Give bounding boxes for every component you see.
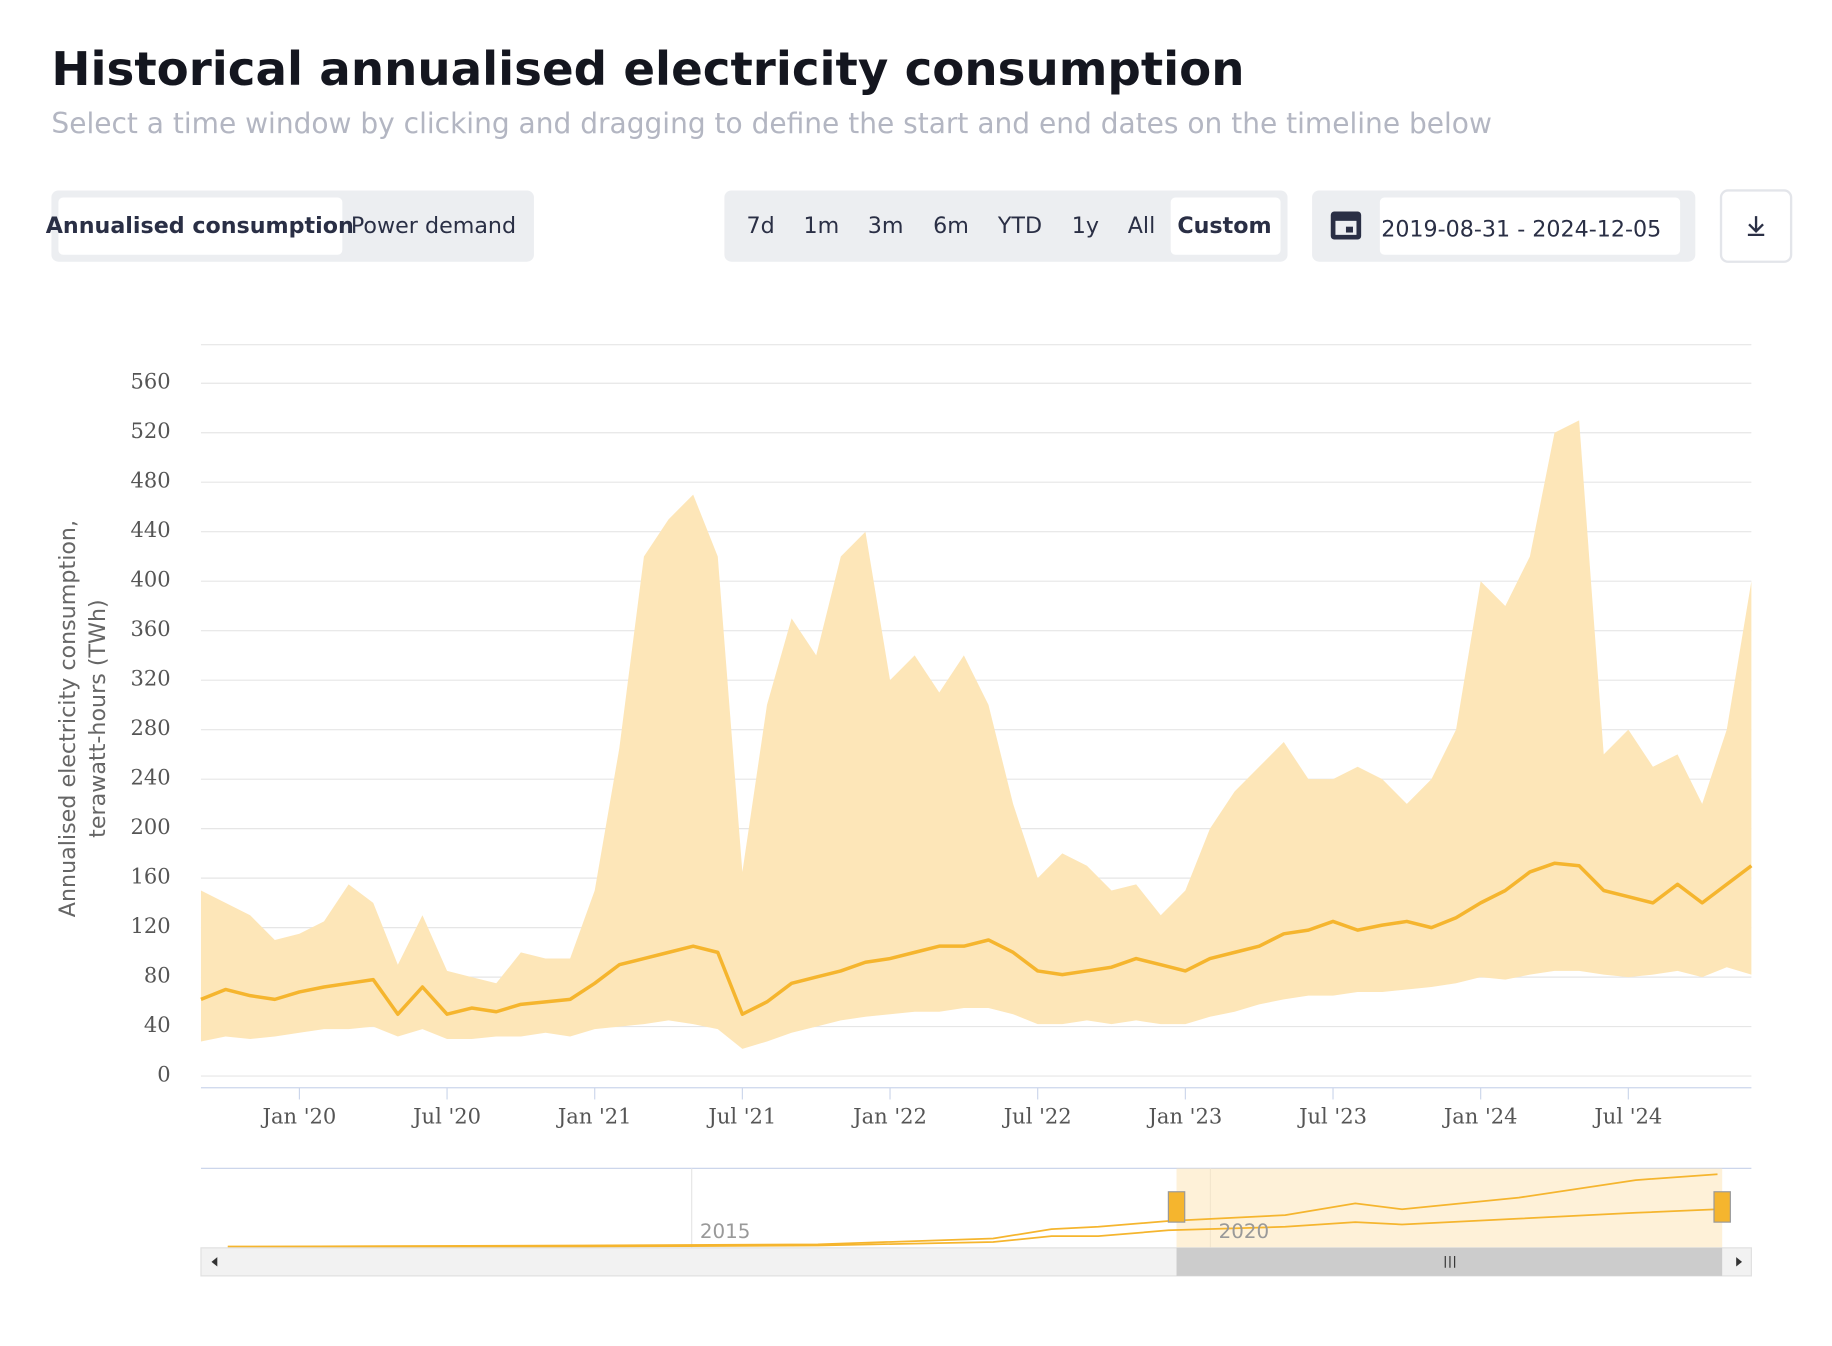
navigator-label: 2015 [700,1220,751,1243]
title: Historical annualised electricity consum… [51,43,1244,97]
x-tick-label: Jan '21 [556,1104,632,1129]
scrollbar-thumb[interactable] [1176,1247,1723,1276]
consumption-line [200,861,1753,1016]
x-tick-label: Jul '22 [1002,1104,1072,1129]
x-tick-label: Jul '20 [411,1104,481,1129]
y-tick-label: 360 [130,616,170,641]
date-range[interactable]: 2019-08-31 - 2024-12-05 [1381,217,1661,243]
y-tick-label: 440 [130,517,170,542]
range-button[interactable]: Custom [1177,213,1271,239]
scrollbar-grip [1444,1256,1456,1268]
y-tick-label: 280 [130,715,170,740]
navigator-handle[interactable] [1713,1191,1731,1223]
navigator-handle[interactable] [1167,1191,1186,1223]
range-button[interactable]: YTD [997,213,1042,239]
x-tick-label: Jan '23 [1147,1104,1223,1129]
range-group [724,190,1288,262]
date-input[interactable] [1379,197,1681,255]
y-tick-label: 480 [130,468,170,493]
range-button[interactable]: 3m [868,213,904,239]
x-tick-label: Jul '21 [706,1104,776,1129]
x-tick-label: Jul '23 [1297,1104,1367,1129]
y-axis-label-line: terawatt-hours (TWh) [85,599,111,838]
tab-active[interactable] [58,197,343,255]
y-tick-label: 200 [130,814,170,839]
x-tick-label: Jan '20 [261,1104,337,1129]
y-tick-label: 320 [130,666,170,691]
calendar-icon [1345,226,1353,233]
x-tick-label: Jan '24 [1442,1104,1518,1129]
range-button[interactable]: 6m [933,213,969,239]
y-tick-label: 560 [130,369,170,394]
y-tick-label: 40 [144,1012,171,1037]
y-tick-label: 400 [130,567,170,592]
y-axis-label: Annualised electricity consumption, teraw… [54,520,110,917]
y-axis-label-line: Annualised electricity consumption, [54,520,80,917]
tab[interactable]: Power demand [351,213,516,239]
y-tick-label: 160 [130,864,170,889]
navigator-label: 2020 [1219,1220,1270,1243]
navigator-line [227,1208,1718,1248]
range-button[interactable]: 1y [1072,213,1099,239]
subtitle: Select a time window by clicking and dra… [51,107,1491,140]
x-tick-label: Jul '24 [1592,1104,1662,1129]
x-tick-label: Jan '22 [851,1104,927,1129]
range-button[interactable]: All [1128,213,1156,239]
y-tick-label: 520 [130,418,170,443]
y-tick-label: 0 [157,1062,170,1087]
tab[interactable]: Annualised consumption [46,213,354,239]
scroll-left[interactable] [211,1257,218,1267]
range-active[interactable] [1170,197,1281,255]
range-button[interactable]: 1m [803,213,839,239]
download-icon [1747,216,1765,237]
range-button[interactable]: 7d [747,213,775,239]
scroll-right[interactable] [1736,1257,1743,1267]
y-tick-label: 120 [130,913,170,938]
y-tick-label: 240 [130,765,170,790]
range-band [200,420,1752,1049]
y-tick-label: 80 [144,963,171,988]
